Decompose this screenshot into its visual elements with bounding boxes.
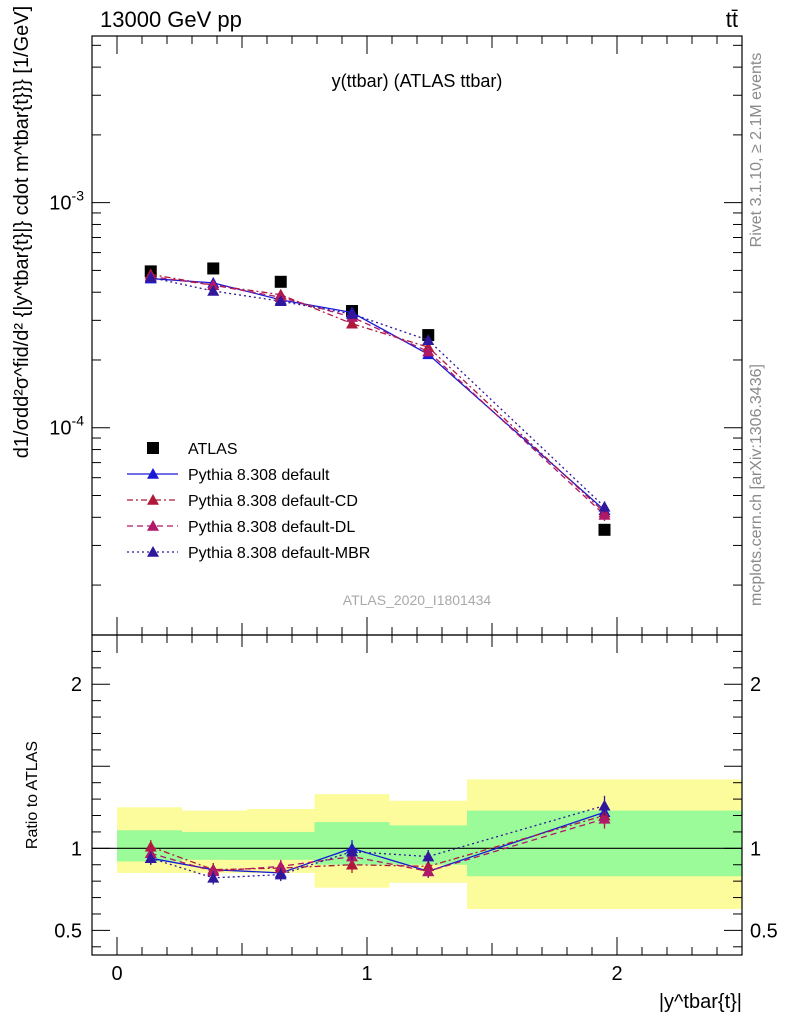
- watermark-label: ATLAS_2020_I1801434: [343, 592, 492, 608]
- ratio-series-line: [150, 805, 605, 879]
- ratio-y-tick-label-right: 2: [750, 674, 761, 696]
- legend-label: ATLAS: [188, 441, 238, 458]
- ratio-series-3: [144, 795, 611, 885]
- main-data-point: [207, 262, 220, 275]
- main-data-point: [598, 500, 611, 512]
- legend-marker: [147, 520, 159, 531]
- ratio-data-point: [207, 865, 220, 877]
- main-series-4: [144, 271, 611, 513]
- ratio-data-point: [422, 865, 435, 877]
- ratio-panel: 0.5 0.5 1 1 2 2 0 1 2 Ratio to ATLAS |y^tbar{t}|: [24, 634, 778, 1013]
- ratio-y-tick-label-right: 1: [750, 838, 761, 860]
- main-data-point: [207, 285, 220, 296]
- ratio-data-point: [598, 799, 611, 811]
- collision-label: 13000 GeV pp: [100, 7, 242, 32]
- ratio-data-point: [422, 850, 435, 862]
- main-y-tick-label: 10-3: [49, 188, 84, 215]
- main-series-line: [150, 277, 605, 511]
- ratio-uncertainty-bands: [92, 779, 742, 910]
- main-data-point: [346, 317, 358, 329]
- legend-marker: [147, 442, 159, 454]
- main-data-point: [346, 308, 358, 319]
- ratio-data-point: [144, 852, 157, 863]
- main-data-point: [144, 271, 157, 283]
- legend-label: Pythia 8.308 default: [188, 467, 330, 484]
- main-data-point: [422, 334, 435, 345]
- legend-label: Pythia 8.308 default-MBR: [188, 545, 370, 562]
- ratio-data-point: [274, 860, 287, 872]
- main-y-axis-label: d1/σdd²σ^fid/d² {|y^tbar{t}|} cdot m^tba…: [11, 6, 33, 458]
- main-data-point: [598, 508, 611, 520]
- main-series-line: [150, 276, 605, 508]
- ratio-y-tick-label: 2: [71, 674, 82, 696]
- ratio-series-line: [150, 818, 605, 872]
- ratio-series-group: [144, 795, 611, 885]
- legend-marker: [147, 468, 159, 479]
- ratio-data-point: [144, 840, 157, 852]
- ratio-y-tick-label: 0.5: [54, 920, 82, 942]
- x-tick-label: 0: [111, 963, 122, 985]
- ratio-data-point: [274, 868, 287, 880]
- ratio-data-point: [346, 845, 358, 857]
- ratio-y-tick-label-right: 0.5: [750, 920, 778, 942]
- ratio-y-tick-label: 1: [71, 838, 82, 860]
- legend-label: Pythia 8.308 default-CD: [188, 493, 358, 510]
- ratio-inner-band: [247, 831, 315, 860]
- rivet-label: Rivet 3.1.10, ≥ 2.1M events: [748, 53, 765, 248]
- ratio-series-2: [144, 808, 611, 878]
- legend-label: Pythia 8.308 default-DL: [188, 519, 355, 536]
- main-data-point: [422, 345, 435, 357]
- ratio-series-line: [150, 814, 605, 871]
- ratio-axis-ticks: 0.5 0.5 1 1 2 2 0 1 2: [54, 635, 778, 985]
- legend: ATLAS Pythia 8.308 default Pythia 8.308 de…: [127, 441, 370, 562]
- ratio-inner-band: [182, 831, 247, 860]
- main-y-tick-label: 10-4: [49, 413, 84, 440]
- main-data-point: [274, 275, 287, 288]
- legend-marker: [147, 546, 159, 557]
- ratio-frame: [91, 634, 743, 956]
- mcplots-label: mcplots.cern.ch [arXiv:1306.3436]: [748, 364, 765, 606]
- process-label: tt̄: [726, 7, 738, 32]
- ratio-data-point: [598, 812, 611, 824]
- x-tick-label: 1: [361, 963, 372, 985]
- ratio-y-axis-label: Ratio to ATLAS: [24, 741, 41, 849]
- main-title: y(ttbar) (ATLAS ttbar): [332, 71, 503, 91]
- main-axis-ticks: 10-4 10-3: [49, 36, 742, 635]
- ratio-data-point: [207, 871, 220, 883]
- main-series-group: [144, 262, 611, 536]
- main-data-point: [207, 279, 220, 290]
- main-panel: 10-4 10-3 y(ttbar) (ATLAS ttbar) ATLAS_20…: [11, 6, 743, 636]
- x-axis-label: |y^tbar{t}|: [659, 991, 742, 1013]
- main-data-point: [274, 295, 287, 306]
- main-data-point: [598, 523, 611, 536]
- x-tick-label: 2: [611, 963, 622, 985]
- legend-marker: [147, 494, 159, 505]
- main-series-line: [150, 275, 605, 516]
